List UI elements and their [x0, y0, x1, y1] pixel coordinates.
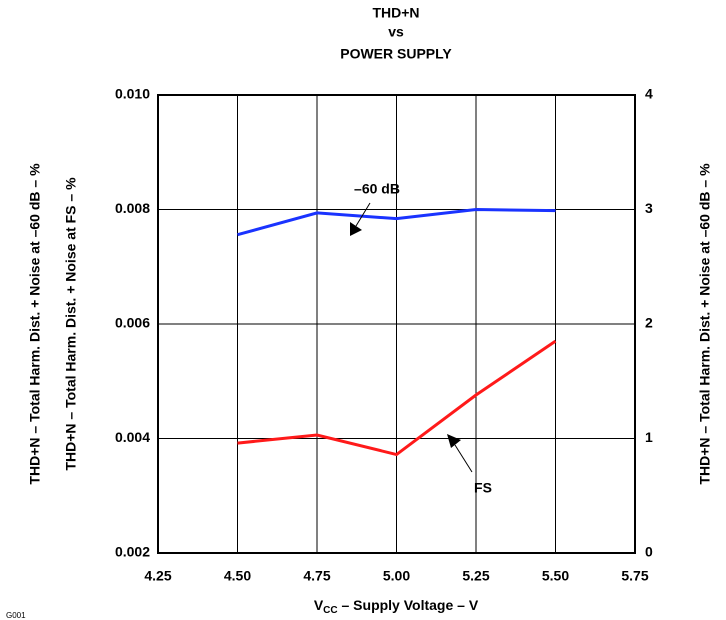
x-tick-label: 5.75	[621, 568, 648, 584]
annotation-leader	[454, 444, 473, 473]
x-axis-label-sub: CC	[323, 605, 337, 616]
y-tick-label: 0.008	[115, 200, 150, 216]
y-axis-label: THD+N – Total Harm. Dist. + Noise at FS …	[63, 177, 79, 471]
y2-tick-label: 4	[645, 86, 653, 102]
chart-title: vs	[388, 24, 404, 40]
x-tick-label: 5.00	[383, 568, 410, 584]
chart-title: POWER SUPPLY	[340, 46, 452, 62]
y-tick-label: 0.010	[115, 86, 150, 102]
series-annotation: –60 dB	[354, 181, 400, 197]
y-tick-label: 0.002	[115, 544, 150, 560]
y2-axis-label: THD+N – Total Harm. Dist. + Noise at –60…	[697, 163, 713, 485]
y-axis-label: THD+N – Total Harm. Dist. + Noise at –60…	[27, 163, 43, 485]
y-tick-label: 0.004	[115, 429, 150, 445]
series-line	[237, 339, 557, 457]
x-tick-label: 5.25	[462, 568, 489, 584]
x-axis-label-part: V	[314, 597, 324, 613]
y2-tick-label: 0	[645, 544, 653, 560]
chart-title: THD+N	[372, 5, 419, 21]
x-tick-label: 5.50	[542, 568, 569, 584]
series-line	[237, 207, 556, 237]
annotation-arrowhead	[350, 222, 362, 236]
y2-tick-label: 3	[645, 200, 653, 216]
y-tick-label: 0.006	[115, 315, 150, 331]
x-tick-label: 4.25	[144, 568, 171, 584]
x-tick-label: 4.75	[303, 568, 330, 584]
y2-tick-label: 2	[645, 315, 653, 331]
x-axis-label: VCC – Supply Voltage – V	[314, 597, 479, 616]
figure-id: G001	[6, 611, 26, 620]
annotation-leader	[355, 202, 371, 227]
annotation-arrowhead	[447, 434, 461, 448]
x-tick-label: 4.50	[224, 568, 251, 584]
series-annotation: FS	[474, 480, 492, 496]
y2-tick-label: 1	[645, 429, 653, 445]
x-axis-label-part: – Supply Voltage – V	[338, 597, 479, 613]
